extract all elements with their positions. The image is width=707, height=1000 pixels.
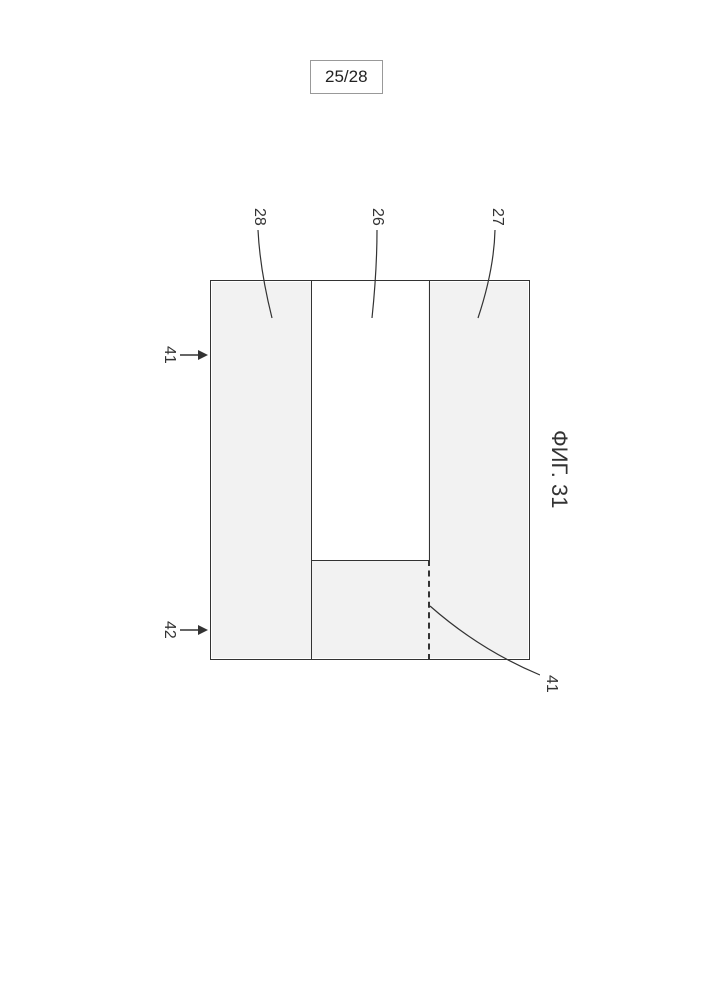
ref-26-text: 26	[369, 208, 386, 226]
figure-31: ФИГ. 31 27 26 28 41 4	[210, 280, 530, 660]
leader-42	[180, 620, 208, 640]
ref-41-bottom: 41	[160, 346, 178, 364]
ref-41-bottom-text: 41	[161, 346, 178, 364]
page-number: 25/28	[310, 60, 383, 94]
ref-42-text: 42	[161, 621, 178, 639]
ref-41-top-text: 41	[543, 675, 560, 693]
notch-bottom-solid	[311, 280, 312, 660]
leader-28	[250, 230, 280, 320]
ref-27: 27	[488, 208, 506, 226]
shaded-right-middle	[310, 560, 430, 658]
notch-top-solid	[429, 280, 430, 560]
page-number-text: 25/28	[325, 67, 368, 86]
ref-28-text: 28	[251, 208, 268, 226]
leader-27	[470, 230, 500, 320]
figure-label-text: ФИГ. 31	[547, 430, 572, 508]
ref-41-top: 41	[542, 675, 560, 693]
leader-26	[365, 230, 385, 320]
ref-28: 28	[250, 208, 268, 226]
ref-27-text: 27	[489, 208, 506, 226]
leader-41-bottom	[180, 345, 208, 365]
ref-26: 26	[368, 208, 386, 226]
notch-right-wall	[312, 560, 430, 561]
shaded-bottom	[212, 282, 312, 658]
figure-label: ФИГ. 31	[546, 430, 572, 508]
ref-42: 42	[160, 621, 178, 639]
leader-41-top	[425, 600, 540, 700]
